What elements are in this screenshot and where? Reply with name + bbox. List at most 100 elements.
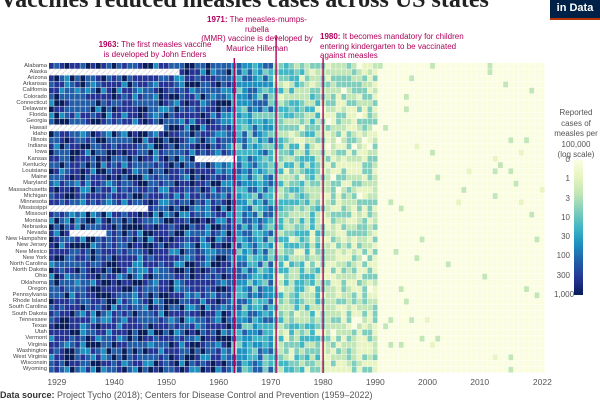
heatmap-cell (529, 193, 535, 199)
heatmap-cell (466, 218, 472, 224)
heatmap-cell (529, 205, 535, 212)
heatmap-cell (362, 242, 368, 249)
heatmap-cell (294, 366, 300, 373)
heatmap-cell (409, 273, 415, 280)
heatmap-cell (85, 106, 91, 113)
heatmap-cell (341, 218, 347, 224)
heatmap-cell (492, 348, 498, 354)
annotation-1971-year: 1971: (207, 15, 228, 24)
heatmap-cell (362, 112, 368, 119)
heatmap-cell (440, 360, 446, 367)
heatmap-cell (430, 329, 435, 336)
heatmap-cell (424, 94, 430, 100)
heatmap-cell (174, 112, 180, 119)
heatmap-cell (106, 94, 112, 100)
heatmap-cell (357, 112, 362, 119)
heatmap-cell (435, 311, 441, 317)
heatmap-cell (383, 273, 388, 280)
heatmap-cell (451, 292, 456, 299)
heatmap-cell (503, 311, 508, 317)
heatmap-cell (377, 112, 383, 119)
heatmap-cell (59, 224, 65, 230)
heatmap-cell (132, 87, 138, 94)
heatmap-cell (351, 273, 357, 280)
heatmap-cell (116, 131, 122, 137)
heatmap-cell (59, 242, 65, 249)
heatmap-cell (330, 100, 336, 106)
owid-logo[interactable]: in Data (550, 0, 600, 20)
heatmap-cell (59, 298, 65, 305)
heatmap-cell (398, 131, 404, 137)
heatmap-cell (226, 273, 232, 280)
heatmap-cell (205, 193, 211, 199)
heatmap-cell (315, 224, 321, 230)
heatmap-cell (210, 236, 216, 243)
heatmap-cell (221, 236, 227, 243)
heatmap-cell (263, 249, 268, 255)
heatmap-cell (111, 180, 117, 187)
heatmap-cell (487, 292, 493, 299)
heatmap-cell (456, 205, 462, 212)
heatmap-cell (424, 280, 430, 286)
heatmap-cell (404, 156, 409, 162)
heatmap-cell (132, 63, 138, 69)
heatmap-cell (75, 360, 80, 367)
heatmap-cell (163, 280, 169, 286)
heatmap-cell (482, 63, 488, 69)
heatmap-cell (524, 329, 529, 336)
heatmap-cell (189, 329, 195, 336)
heatmap-cell (534, 87, 540, 94)
heatmap-cell (492, 156, 498, 162)
heatmap-cell (346, 193, 352, 199)
heatmap-cell (336, 63, 341, 69)
heatmap-cell (341, 81, 347, 88)
heatmap-cell (95, 137, 101, 144)
heatmap-cell (101, 311, 106, 317)
heatmap-cell (257, 360, 263, 367)
heatmap-cell (487, 323, 493, 330)
heatmap-cell (278, 304, 284, 311)
heatmap-cell (106, 187, 112, 193)
heatmap-cell (315, 255, 321, 261)
heatmap-cell (127, 273, 133, 280)
heatmap-cell (304, 63, 310, 69)
heatmap-cell (54, 118, 59, 125)
heatmap-cell (95, 242, 101, 249)
heatmap-cell (85, 174, 91, 181)
heatmap-cell (487, 236, 493, 243)
heatmap-cell (404, 255, 409, 261)
heatmap-cell (492, 168, 498, 175)
heatmap-cell (430, 298, 435, 305)
heatmap-cell (393, 335, 399, 342)
heatmap-cell (529, 125, 535, 131)
heatmap-cell (330, 87, 336, 94)
heatmap-cell (336, 360, 341, 367)
heatmap-cell (101, 180, 106, 187)
heatmap-cell (137, 298, 143, 305)
heatmap-cell (142, 211, 148, 218)
heatmap-cell (142, 180, 148, 187)
heatmap-cell (116, 311, 122, 317)
heatmap-cell (268, 100, 274, 106)
heatmap-cell (226, 286, 232, 292)
heatmap-cell (122, 366, 127, 373)
heatmap-cell (95, 298, 101, 305)
heatmap-cell (518, 131, 524, 137)
heatmap-cell (59, 131, 65, 137)
heatmap-cell (263, 298, 268, 305)
heatmap-cell (106, 329, 112, 336)
heatmap-cell (466, 199, 472, 206)
heatmap-cell (75, 218, 80, 224)
heatmap-cell (398, 106, 404, 113)
heatmap-cell (163, 69, 169, 75)
heatmap-cell (424, 168, 430, 175)
heatmap-cell (388, 236, 394, 243)
heatmap-cell (69, 224, 75, 230)
heatmap-cell (200, 311, 206, 317)
heatmap-cell (310, 156, 315, 162)
heatmap-cell (325, 81, 331, 88)
heatmap-cell (122, 249, 127, 255)
heatmap-cell (414, 174, 420, 181)
heatmap-cell (122, 280, 127, 286)
heatmap-cell (466, 280, 472, 286)
